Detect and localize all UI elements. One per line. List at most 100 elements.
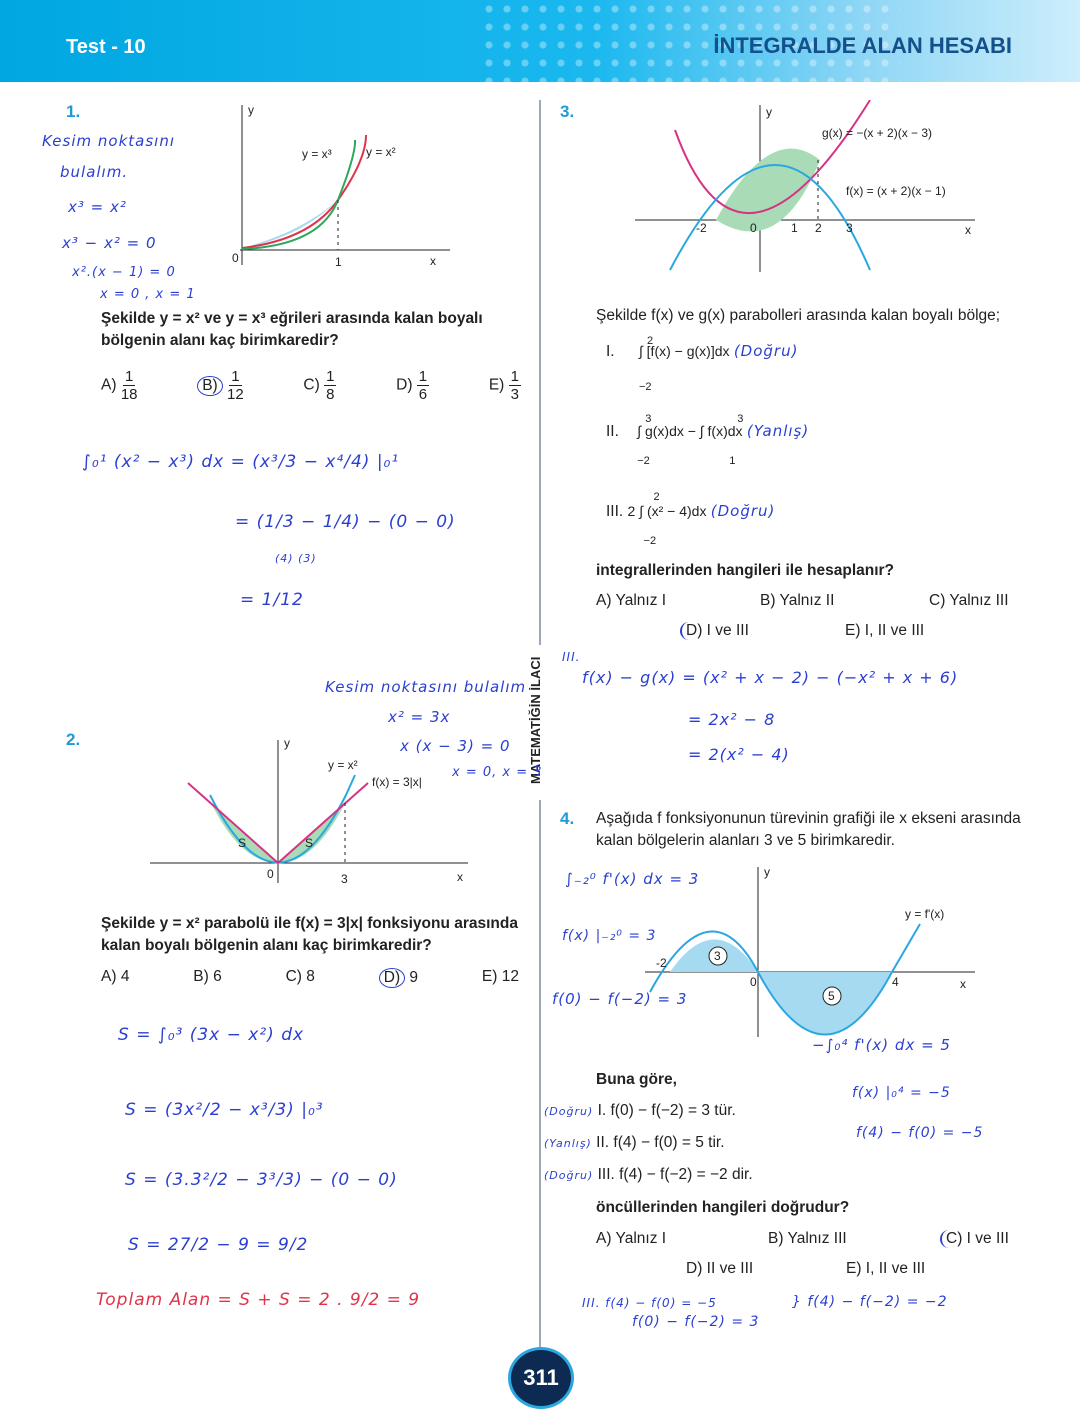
handwriting: x².(x − 1) = 0 [72, 265, 176, 280]
option-c[interactable]: C) Yalnız III [929, 592, 1009, 609]
q4-graph: 3 5 y x -2 0 4 y = f'(x) [645, 865, 975, 1037]
statement-3: (Doğru) III. f(4) − f(−2) = −2 dir. [544, 1166, 753, 1183]
handwriting: S = (3.3²/2 − 3³/3) − (0 − 0) [125, 1170, 398, 1190]
y-axis-label: y [248, 103, 254, 117]
option-b[interactable]: B) Yalnız III [768, 1230, 847, 1247]
statement-2: (Yanlış) II. f(4) − f(0) = 5 tir. [544, 1134, 725, 1151]
curve-label: y = x² [328, 758, 358, 772]
question-number: 2. [66, 730, 81, 749]
handwriting: f(0) − f(−2) = 3 [552, 990, 688, 1008]
answer-options: A) 4 B) 6 C) 8 D) 9 E) 12 [101, 968, 519, 988]
question-prompt: öncüllerinden hangileri doğrudur? [596, 1199, 850, 1216]
option-b[interactable]: B) 6 [193, 968, 222, 985]
q2-graph: y x 0 3 y = x² f(x) = 3|x| S S [150, 736, 468, 885]
handwriting-note: (Yanlış) [746, 422, 810, 440]
curve-label: f(x) = 3|x| [372, 775, 422, 789]
question-text: Şekilde y = x² parabolü ile f(x) = 3|x| … [101, 915, 518, 954]
q3-graph: y x -2 0 1 2 3 g(x) = −(x + 2)(x − 3) f(… [635, 100, 975, 272]
shaded-region [716, 148, 820, 232]
region-label: S [305, 836, 313, 850]
handwriting: III. [562, 650, 581, 664]
region-label: S [238, 836, 246, 850]
option-c[interactable]: C) I ve III [940, 1230, 1009, 1248]
tick-label: 3 [846, 221, 853, 235]
option-d[interactable]: D) II ve III [686, 1260, 754, 1277]
y-axis-label: y [284, 736, 290, 750]
handwriting: ∫₋₂⁰ f'(x) dx = 3 [565, 870, 700, 888]
option-a[interactable]: A) Yalnız I [596, 592, 667, 609]
curve-label: y = x³ [302, 147, 332, 161]
y-axis-label: y [766, 105, 772, 119]
handwriting: x³ − x² = 0 [62, 234, 157, 252]
handwriting: x = 0, x = 3 [452, 765, 543, 780]
handwriting-note: (Doğru) [710, 502, 776, 520]
curve-x3 [241, 139, 357, 250]
option-a[interactable]: A) Yalnız I [596, 1230, 667, 1247]
tick-label: -2 [656, 956, 667, 970]
q1-graph: y x 0 1 y = x³ y = x² [232, 103, 450, 269]
tick-label: 0 [750, 221, 757, 235]
parabola-f [674, 100, 871, 215]
option-e[interactable]: E) I, II ve III [845, 622, 925, 639]
parabola-curve [209, 774, 356, 864]
column-divider [539, 100, 541, 645]
option-d[interactable]: D) I ve III [680, 622, 749, 640]
option-e[interactable]: E) I, II ve III [846, 1260, 926, 1277]
option-c[interactable]: C) 8 [285, 968, 315, 985]
option-a[interactable]: A) 1 18 [101, 368, 138, 403]
curve-label: f(x) = (x + 2)(x − 1) [846, 184, 946, 198]
statement-1: I. 2 −2 ∫ [f(x) − g(x)]dx (Doğru) [606, 335, 799, 393]
handwriting: x (x − 3) = 0 [400, 737, 511, 755]
question-text: Aşağıda f fonksiyonunun türevinin grafiğ… [596, 810, 1021, 849]
tick-label: 2 [815, 221, 822, 235]
handwriting: = 2x² − 8 [688, 710, 776, 729]
question-text: Şekilde f(x) ve g(x) parabolleri arasınd… [596, 307, 1001, 324]
option-d[interactable]: D) 9 [378, 968, 418, 988]
statement-2: II. 3 −2 3 1 ∫ g(x)dx − ∫ f(x)dx (Yanlış… [606, 413, 810, 467]
handwriting: x³ = x² [68, 198, 127, 216]
handwriting: Kesim noktasını [42, 132, 175, 150]
handwriting: III. f(4) − f(0) = −5 [582, 1296, 717, 1310]
option-b[interactable]: B) 1 12 [197, 368, 244, 403]
option-b[interactable]: B) Yalnız II [760, 592, 835, 609]
abs-curve [187, 782, 369, 865]
x-axis-label: x [960, 977, 966, 991]
tick-label: 4 [892, 975, 899, 989]
curve-label: y = f'(x) [905, 907, 944, 921]
question-prompt: integrallerinden hangileri ile hesaplanı… [596, 562, 895, 579]
origin-label: 0 [267, 867, 274, 881]
x-axis-label: x [457, 870, 463, 884]
handwriting: (4) (3) [275, 552, 317, 565]
area-label: 5 [828, 989, 835, 1003]
test-label: Test - 10 [66, 36, 146, 58]
handwriting: f(4) − f(0) = −5 [856, 1125, 984, 1141]
tick-label: -2 [696, 221, 707, 235]
page-number: 311 [508, 1347, 574, 1409]
handwriting: } f(4) − f(−2) = −2 [792, 1294, 948, 1310]
origin-label: 0 [232, 251, 239, 265]
handwriting: S = ∫₀³ (3x − x²) dx [118, 1025, 305, 1045]
header-banner: Test - 10 İNTEGRALDE ALAN HESABI [0, 0, 1080, 82]
page-title: İNTEGRALDE ALAN HESABI [713, 33, 1012, 58]
handwriting: S = (3x²/2 − x³/3) |₀³ [125, 1100, 324, 1120]
handwriting: bulalım. [60, 163, 129, 181]
tick-label: 0 [750, 975, 757, 989]
handwriting: S = 27/2 − 9 = 9/2 [128, 1235, 309, 1255]
tick-label: 1 [791, 221, 798, 235]
handwriting: Kesim noktasını bulalım [325, 678, 527, 696]
handwriting: f(x) − g(x) = (x² + x − 2) − (−x² + x + … [582, 668, 959, 687]
question-number: 1. [66, 102, 81, 121]
area-label: 3 [714, 949, 721, 963]
derivative-curve [649, 923, 921, 1036]
option-a[interactable]: A) 4 [101, 968, 130, 985]
option-e[interactable]: E) 12 [481, 968, 519, 985]
y-axis-label: y [764, 865, 770, 879]
tick-label: 1 [335, 255, 342, 269]
x-axis-label: x [430, 254, 436, 268]
handwriting-note: (Doğru) [733, 342, 799, 360]
curve-label: g(x) = −(x + 2)(x − 3) [822, 126, 932, 140]
